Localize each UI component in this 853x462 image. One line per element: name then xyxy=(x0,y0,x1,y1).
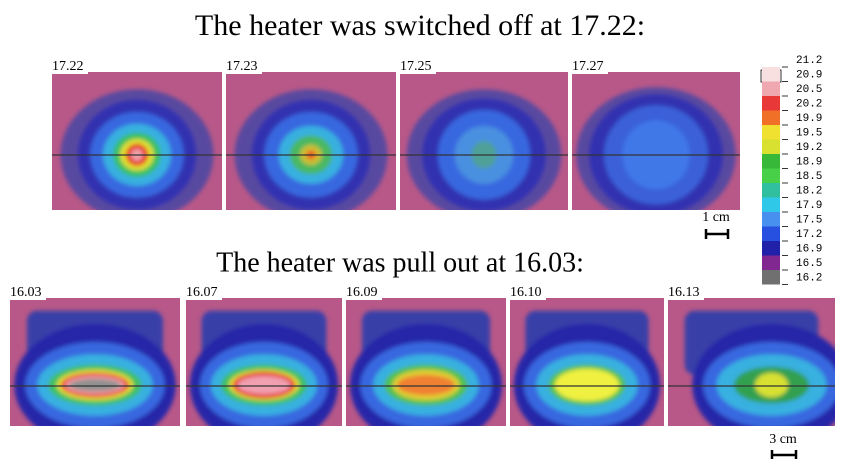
top-title: The heater was switched off at 17.22: xyxy=(195,9,645,42)
colorbar-label: 18.9 xyxy=(796,156,822,168)
colorbar-label: 17.9 xyxy=(796,200,822,212)
colorbar-swatch xyxy=(762,67,780,82)
frame-label: 16.03 xyxy=(10,285,42,300)
thermal-image xyxy=(10,298,180,426)
scale-bar xyxy=(704,229,730,239)
thermal-image xyxy=(52,72,222,210)
colorbar-swatch xyxy=(762,125,780,140)
frame-label: 17.23 xyxy=(226,59,258,74)
colorbar-label: 20.2 xyxy=(796,98,822,110)
isotherm xyxy=(237,375,291,395)
label-bg xyxy=(344,286,382,300)
isotherm xyxy=(754,372,789,398)
colorbar-swatch xyxy=(762,183,780,198)
scale-label: 3 cm xyxy=(769,432,797,447)
isotherm xyxy=(554,368,620,402)
label-bg xyxy=(50,60,88,74)
colorbar-swatch xyxy=(762,139,780,154)
colorbar-swatch xyxy=(762,110,780,125)
label-bg xyxy=(398,60,436,74)
colorbar-label: 18.5 xyxy=(796,171,822,183)
frame-label: 17.25 xyxy=(400,59,432,74)
frame-label: 17.22 xyxy=(52,59,84,74)
colorbar-label: 18.2 xyxy=(796,185,822,197)
bottom-title: The heater was pull out at 16.03: xyxy=(216,247,584,278)
colorbar-swatch xyxy=(762,168,780,183)
colorbar-swatch xyxy=(762,96,780,111)
colorbar-label: 17.5 xyxy=(796,214,822,226)
frame-label: 16.13 xyxy=(668,285,700,300)
colorbar-label: 16.2 xyxy=(796,272,822,284)
thermal-image xyxy=(186,298,342,426)
colorbar-label: 16.5 xyxy=(796,258,822,270)
label-bg xyxy=(666,286,704,300)
colorbar-label: 16.9 xyxy=(796,243,822,255)
frame-label: 16.07 xyxy=(186,285,218,300)
thermal-image xyxy=(510,298,664,426)
thermal-field xyxy=(684,310,835,426)
colorbar-label: 19.9 xyxy=(796,113,822,125)
colorbar-label: 19.5 xyxy=(796,127,822,139)
colorbar-label: 19.2 xyxy=(796,142,822,154)
label-bg xyxy=(508,286,546,300)
thermal-image xyxy=(668,298,835,426)
colorbar-label: 17.2 xyxy=(796,229,822,241)
thermal-field xyxy=(189,310,339,426)
label-bg xyxy=(184,286,222,300)
colorbar-swatch xyxy=(762,197,780,212)
thermal-field xyxy=(350,310,502,426)
scale-bar xyxy=(770,450,798,459)
thermal-image xyxy=(226,72,396,210)
scale-label: 1 cm xyxy=(702,210,730,225)
colorbar-swatch xyxy=(762,226,780,241)
thermal-image xyxy=(572,72,740,210)
colorbar-label: 20.5 xyxy=(796,84,822,96)
isotherm xyxy=(69,378,121,392)
colorbar-swatch xyxy=(762,81,780,96)
thermal-image xyxy=(346,298,506,426)
colorbar-swatch xyxy=(762,270,780,285)
thermal-image xyxy=(400,72,568,210)
colorbar-label: 20.9 xyxy=(796,69,822,81)
colorbar-swatch xyxy=(762,241,780,256)
frame-label: 16.09 xyxy=(346,285,378,300)
thermal-field xyxy=(14,310,176,426)
label-bg xyxy=(8,286,46,300)
colorbar-swatch xyxy=(762,212,780,227)
isotherm xyxy=(397,374,455,396)
colorbar-label: 21.2 xyxy=(796,55,822,67)
colorbar-swatch xyxy=(762,255,780,270)
thermal-field xyxy=(513,310,661,426)
frame-label: 16.10 xyxy=(510,285,542,300)
colorbar-swatch xyxy=(762,154,780,169)
thermal-field xyxy=(406,89,562,210)
label-bg xyxy=(570,60,608,74)
label-bg xyxy=(224,60,262,74)
frame-label: 17.27 xyxy=(572,59,604,74)
